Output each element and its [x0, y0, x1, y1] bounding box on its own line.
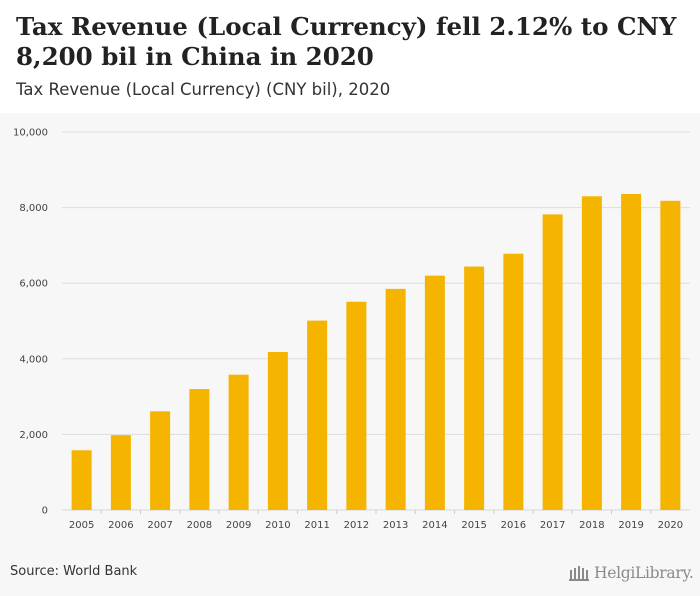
bar-2016[interactable]	[503, 253, 524, 510]
x-tick-label: 2009	[226, 520, 251, 531]
x-tick-label: 2018	[579, 520, 604, 531]
bar-2011[interactable]	[307, 320, 328, 510]
bar-2019[interactable]	[621, 193, 642, 510]
x-tick-label: 2017	[540, 520, 565, 531]
x-tick-label: 2015	[461, 520, 486, 531]
bar-2015[interactable]	[464, 266, 485, 510]
bar-2020[interactable]	[660, 200, 681, 510]
library-building-icon	[569, 566, 589, 581]
bar-2017[interactable]	[542, 214, 563, 510]
chart-title: Tax Revenue (Local Currency) fell 2.12% …	[16, 12, 677, 71]
x-axis-tick-labels: 2005 2006 2007 2008 2009 2010 2011 2012 2013 2014…	[69, 510, 683, 531]
bar-2012[interactable]	[346, 301, 367, 510]
x-tick-label: 2006	[108, 520, 133, 531]
chart-subtitle: Tax Revenue (Local Currency) (CNY bil), …	[16, 80, 391, 99]
y-tick-label: 6,000	[19, 279, 48, 290]
bar-2009[interactable]	[228, 374, 249, 510]
y-tick-label: 10,000	[13, 128, 48, 139]
x-tick-label: 2020	[658, 520, 683, 531]
x-tick-label: 2005	[69, 520, 94, 531]
bar-2018[interactable]	[581, 196, 602, 510]
x-tick-label: 2012	[344, 520, 369, 531]
helgi-library-logo[interactable]: HelgiLibrary.	[568, 562, 694, 584]
bar-2014[interactable]	[424, 275, 445, 510]
y-tick-label: 4,000	[19, 354, 48, 365]
x-tick-label: 2016	[501, 520, 526, 531]
logo-text: HelgiLibrary.	[594, 564, 694, 582]
y-tick-label: 0	[42, 506, 48, 517]
x-tick-label: 2014	[422, 520, 447, 531]
x-tick-label: 2013	[383, 520, 408, 531]
y-tick-label: 2,000	[19, 430, 48, 441]
x-tick-label: 2008	[187, 520, 212, 531]
bar-chart: 0 2,000 4,000 6,000 8,000 10,000 2005 2006 2007…	[13, 128, 690, 531]
bar-2013[interactable]	[385, 288, 406, 510]
bar-2005[interactable]	[71, 450, 92, 510]
x-tick-label: 2010	[265, 520, 290, 531]
y-axis-tick-labels: 0 2,000 4,000 6,000 8,000 10,000	[13, 128, 48, 517]
bar-series	[71, 193, 681, 510]
bar-2006[interactable]	[110, 435, 131, 510]
chart-header: Tax Revenue (Local Currency) fell 2.12% …	[0, 0, 700, 113]
bar-2008[interactable]	[189, 389, 210, 510]
x-tick-label: 2011	[304, 520, 329, 531]
bar-2010[interactable]	[267, 351, 288, 510]
y-tick-label: 8,000	[19, 203, 48, 214]
x-tick-label: 2019	[618, 520, 643, 531]
source-note: Source: World Bank	[10, 564, 138, 579]
bar-2007[interactable]	[150, 411, 171, 510]
x-tick-label: 2007	[147, 520, 172, 531]
